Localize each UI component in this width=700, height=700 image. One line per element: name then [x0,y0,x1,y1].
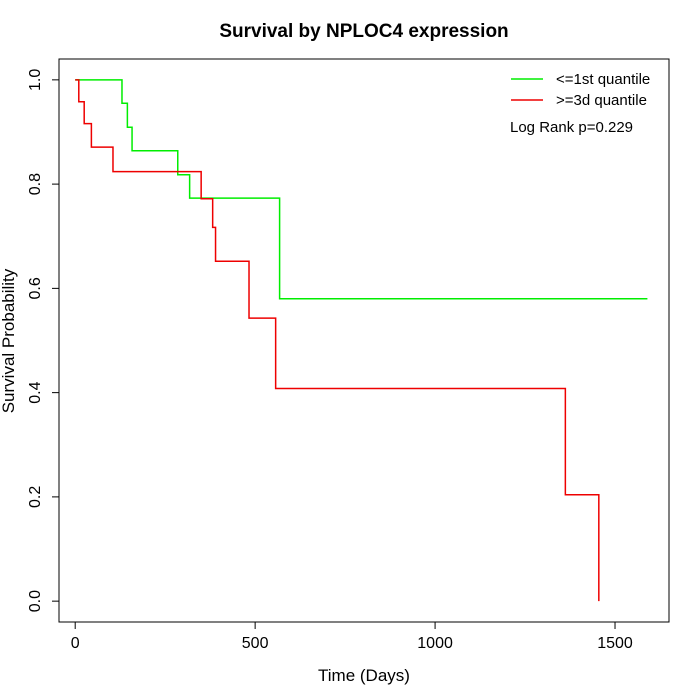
y-tick-label-0: 0.0 [27,590,44,612]
legend: <=1st quantile >=3d quantile [511,71,650,109]
series-layer [75,79,648,602]
y-tick-label-5: 1.0 [27,69,44,91]
x-axis-label: Time (Days) [318,666,410,685]
x-tick-label-0: 0 [71,635,80,652]
legend-label-low: <=1st quantile [556,71,650,88]
log-rank-annotation: Log Rank p=0.229 [510,119,633,136]
y-tick-label-4: 0.8 [27,173,44,195]
plot-frame [58,58,670,623]
series-line-high [75,79,600,602]
y-axis: 0.0 0.2 0.4 0.6 0.8 1.0 [27,69,59,612]
x-tick-label-500: 500 [242,635,269,652]
x-axis: 0 500 1000 1500 [71,622,633,652]
y-tick-label-2: 0.4 [27,381,44,403]
y-tick-label-3: 0.6 [27,277,44,299]
y-axis-label: Survival Probability [0,268,18,413]
x-tick-label-1500: 1500 [597,635,633,652]
series-line-low [75,79,648,300]
legend-label-high: >=3d quantile [556,92,647,109]
x-tick-label-1000: 1000 [417,635,453,652]
chart-title: Survival by NPLOC4 expression [219,21,508,42]
y-tick-label-1: 0.2 [27,486,44,508]
